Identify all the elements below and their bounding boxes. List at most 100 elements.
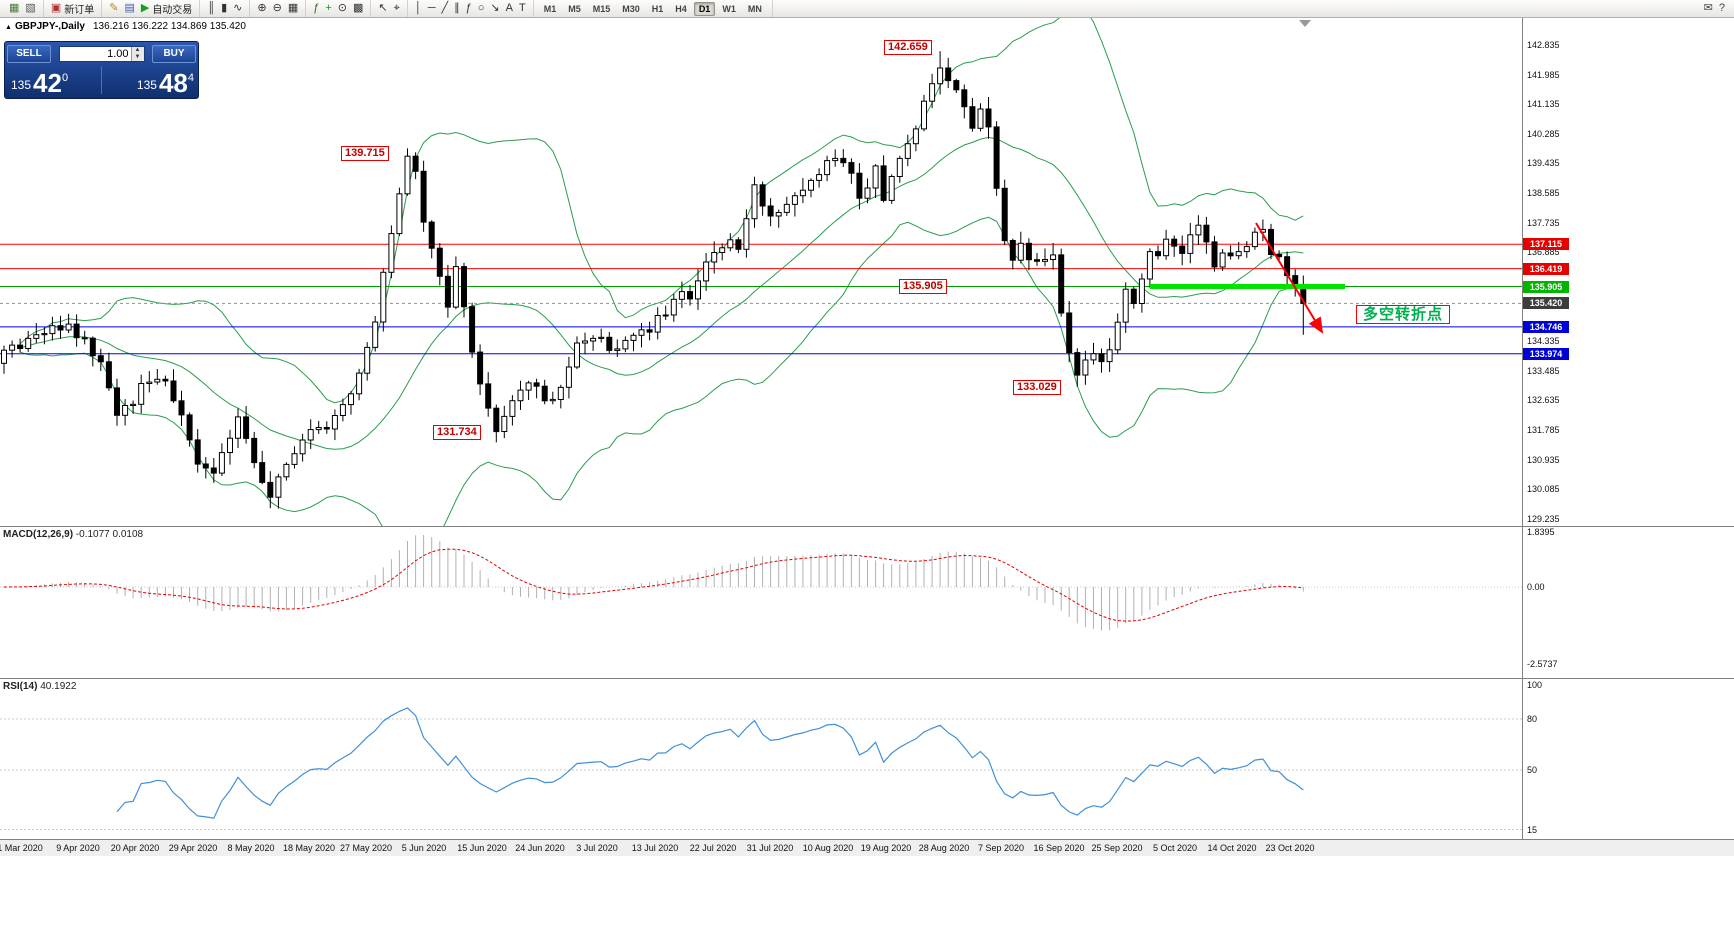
buy-price[interactable]: 135 48 4: [102, 64, 196, 96]
chart-annotation[interactable]: 多空转折点: [1356, 305, 1451, 324]
objects-group: │ ─ ╱ ∥ ƒ ○ ↘ A T: [408, 0, 534, 17]
bar-chart-button[interactable]: ║: [204, 1, 218, 16]
price-level-label[interactable]: 131.734: [433, 425, 481, 440]
ohlc-values: 136.216 136.222 134.869 135.420: [92, 21, 246, 32]
sell-button[interactable]: SELL: [7, 45, 51, 63]
trend-arrow[interactable]: [1255, 222, 1324, 334]
chat-icon: ✉: [1703, 2, 1713, 14]
timeframe-group: M1 M5 M15 M30 H1 H4 D1 W1 MN: [534, 0, 773, 17]
trendline-button[interactable]: ╱: [439, 1, 452, 16]
price-axis-label: 131.785: [1527, 425, 1560, 435]
sell-price[interactable]: 135 42 0: [7, 64, 101, 96]
indicator-group: ƒ + ⊙ ▩: [306, 0, 372, 17]
panel-divider[interactable]: [0, 526, 1734, 527]
horizontal-line-button[interactable]: ─: [425, 1, 439, 16]
zoom-in-button[interactable]: ⊕: [254, 1, 269, 16]
volume-input[interactable]: [59, 48, 131, 60]
macd-histogram: [11, 535, 1304, 631]
price-chart-canvas[interactable]: [0, 18, 1522, 526]
cursor-button[interactable]: ↖: [375, 1, 390, 16]
tile-windows-button[interactable]: ▦: [285, 1, 301, 16]
template-button[interactable]: ▩: [350, 1, 366, 16]
timeframe-m5[interactable]: M5: [568, 3, 581, 14]
fibonacci-icon: ƒ: [465, 2, 472, 14]
rsi-name: RSI(14): [3, 681, 38, 692]
macd-values: -0.1077 0.0108: [75, 529, 144, 540]
rsi-canvas[interactable]: [0, 679, 1522, 839]
price-axis-label: 130.085: [1527, 484, 1560, 494]
fibonacci-button[interactable]: ƒ: [463, 1, 475, 16]
price-level-label[interactable]: 133.029: [1013, 380, 1061, 395]
timeframe-m30[interactable]: M30: [622, 3, 640, 14]
vertical-line-icon: │: [414, 2, 422, 14]
periods-button[interactable]: ⊙: [335, 1, 350, 16]
add-indicator-icon: +: [325, 2, 332, 14]
date-label: 7 Sep 2020: [977, 843, 1025, 853]
zoom-out-icon: ⊖: [272, 2, 282, 14]
candles: [1, 51, 1307, 509]
rsi-axis-label: 80: [1527, 714, 1538, 724]
buy-price-sup: 4: [187, 72, 194, 84]
new-chart-button[interactable]: ▦: [6, 1, 22, 16]
volume-spinner: ▲ ▼: [130, 47, 144, 61]
macd-axis-label: -2.5737: [1527, 659, 1558, 669]
timeframe-w1[interactable]: W1: [722, 3, 736, 14]
indicators-list-button[interactable]: ƒ: [310, 1, 322, 16]
time-axis[interactable]: 1 Mar 2020 9 Apr 2020 20 Apr 2020 29 Apr 20…: [0, 839, 1734, 856]
label-button[interactable]: T: [516, 1, 529, 16]
chart-shift-marker[interactable]: [1299, 20, 1311, 27]
price-level-label[interactable]: 139.715: [341, 146, 389, 161]
price-level-label[interactable]: 142.659: [884, 40, 932, 55]
candlestick-chart-button[interactable]: ▮: [218, 1, 230, 16]
rsi-value: 40.1922: [40, 681, 77, 692]
buy-button[interactable]: BUY: [152, 45, 196, 63]
timeframe-m15[interactable]: M15: [592, 3, 611, 14]
price-tag: 135.905: [1523, 281, 1569, 293]
rsi-axis-label: 100: [1527, 680, 1543, 690]
price-axis-label: 141.135: [1527, 99, 1560, 109]
date-label: 18 May 2020: [282, 843, 336, 853]
add-indicator-button[interactable]: +: [322, 1, 334, 16]
horizontal-lines[interactable]: [0, 243, 1522, 355]
rsi-axis-label: 15: [1527, 825, 1538, 835]
channel-button[interactable]: ∥: [451, 1, 463, 16]
price-tag: 135.420: [1523, 297, 1569, 309]
new-order-button[interactable]: ▣ 新订单: [48, 1, 97, 16]
volume-down-icon[interactable]: ▼: [131, 54, 144, 61]
crosshair-button[interactable]: ⌖: [391, 1, 403, 16]
date-label: 23 Oct 2020: [1265, 843, 1315, 853]
price-axis-label: 140.285: [1527, 129, 1560, 139]
date-label: 15 Jun 2020: [457, 843, 507, 853]
order-group: ▣ 新订单: [44, 0, 103, 17]
macd-axis-label: 0.00: [1527, 582, 1545, 592]
timeframe-h1[interactable]: H1: [651, 3, 664, 14]
rsi-label: RSI(14) 40.1922: [3, 681, 76, 692]
metaeditor-button[interactable]: ✎: [106, 1, 121, 16]
channel-icon: ∥: [454, 2, 460, 14]
line-chart-icon: ∿: [233, 2, 243, 14]
price-axis-label: 130.935: [1527, 455, 1560, 465]
autotrading-button[interactable]: ▶ 自动交易: [138, 1, 195, 16]
timeframe-h4[interactable]: H4: [675, 3, 687, 14]
timeframe-m1[interactable]: M1: [543, 3, 557, 14]
zoom-out-button[interactable]: ⊖: [270, 1, 285, 16]
chart-profiles-button[interactable]: ▧: [22, 1, 38, 16]
help-button[interactable]: ?: [1716, 1, 1728, 16]
line-chart-button[interactable]: ∿: [230, 1, 245, 16]
new-order-button-label: 新订单: [64, 5, 95, 16]
vertical-line-button[interactable]: │: [412, 1, 425, 16]
timeframe-d1[interactable]: D1: [693, 1, 716, 16]
macd-canvas[interactable]: [0, 527, 1522, 678]
arrows-button[interactable]: ↘: [487, 1, 502, 16]
terminal-button[interactable]: ▤: [121, 1, 137, 16]
panel-divider[interactable]: [0, 678, 1734, 679]
date-label: 5 Jun 2020: [401, 843, 447, 853]
price-level-label[interactable]: 135.905: [899, 279, 947, 294]
volume-up-icon[interactable]: ▲: [131, 47, 144, 54]
trading-group: ✎ ▤ ▶ 自动交易: [102, 0, 201, 17]
text-button[interactable]: A: [503, 1, 516, 16]
timeframe-mn[interactable]: MN: [747, 3, 762, 14]
shapes-button[interactable]: ○: [475, 1, 488, 16]
macd-signal-line: [3, 548, 1304, 622]
chat-button[interactable]: ✉: [1701, 1, 1716, 16]
